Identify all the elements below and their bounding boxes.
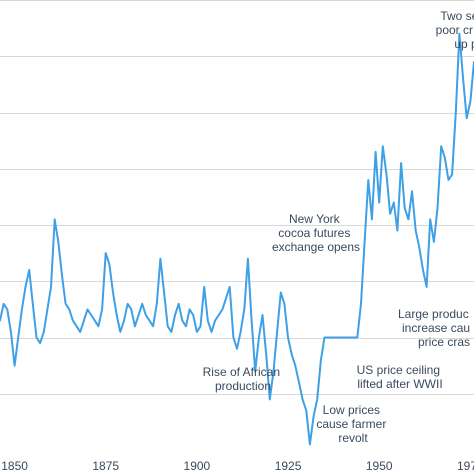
- x-tick-label: 1875: [92, 459, 119, 473]
- annotation-large-production: Large produc increase cau price cras: [398, 307, 473, 349]
- annotation-two-seasons: Two se poor cr up p: [436, 9, 474, 51]
- x-tick-label: 1975: [457, 459, 474, 473]
- annotation-low-prices-farmer-revolt: Low prices cause farmer revolt: [316, 403, 389, 445]
- annotation-new-york-exchange: New York cocoa futures exchange opens: [272, 212, 360, 254]
- x-tick-label: 1900: [184, 459, 211, 473]
- gridlines: [0, 0, 474, 395]
- price-line: [0, 32, 474, 446]
- x-tick-label: 1925: [275, 459, 302, 473]
- x-tick-label: 1950: [366, 459, 393, 473]
- x-tick-label: 1850: [1, 459, 28, 473]
- annotation-rise-of-african-production: Rise of African production: [203, 365, 284, 393]
- annotation-us-price-ceiling: US price ceiling lifted after WWII: [357, 363, 444, 391]
- x-axis-tick-labels: 1850 1875 1900 1925 1950 1975: [1, 459, 474, 473]
